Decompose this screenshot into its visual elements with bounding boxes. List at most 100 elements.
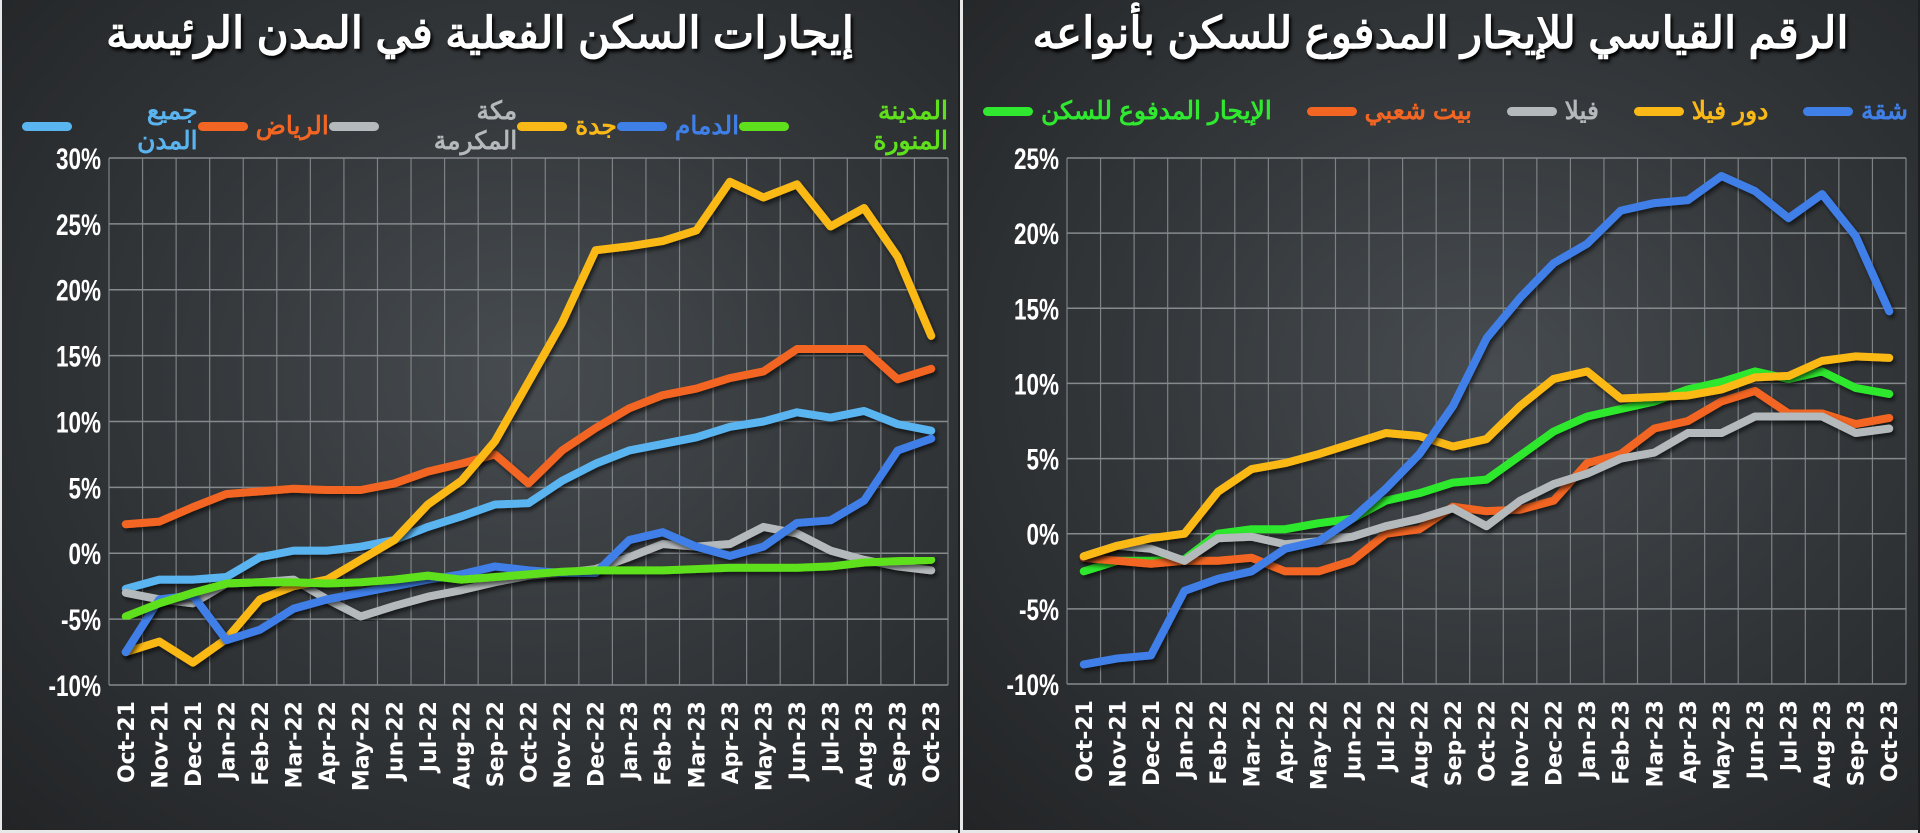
x-tick-label: Feb-22: [1207, 700, 1232, 785]
x-tick-label: Mar-22: [283, 701, 308, 788]
x-tick-label: Apr-22: [1274, 700, 1299, 783]
x-tick-label: Jan-22: [1173, 700, 1198, 780]
x-tick-label: Aug-22: [1408, 700, 1433, 788]
y-tick-label: 20%: [56, 274, 101, 308]
x-tick-label: May-23: [752, 701, 777, 791]
series-line: [121, 555, 936, 621]
x-tick-label: Oct-21: [115, 701, 140, 783]
x-tick-label: Jul-22: [1375, 700, 1400, 773]
x-tick-label: Apr-23: [719, 701, 744, 784]
left-chart-panel: إيجارات السكن الفعلية في المدن الرئيسة ا…: [0, 0, 958, 833]
y-tick-label: 15%: [1014, 292, 1059, 326]
series-line: [121, 177, 936, 667]
x-tick-label: Nov-21: [1106, 700, 1131, 788]
y-tick-label: 25%: [1014, 142, 1059, 176]
legend-swatch: [517, 121, 568, 131]
x-tick-label: Jan-22: [215, 701, 240, 781]
x-tick-label: Jun-23: [786, 701, 811, 782]
y-tick-label: 5%: [1026, 442, 1059, 476]
x-tick-label: Sep-23: [887, 701, 912, 787]
y-tick-label: -10%: [48, 669, 101, 703]
x-tick-label: Dec-21: [182, 701, 207, 787]
x-tick-label: Jun-23: [1744, 700, 1769, 781]
x-tick-label: Jul-23: [1778, 700, 1803, 773]
x-tick-label: May-22: [350, 701, 375, 791]
x-tick-label: Oct-23: [920, 701, 945, 783]
line-chart: 30% 25% 20% 15% 10% 5% 0% -5% -10% Oct-21 Nov-21 De…: [48, 142, 949, 791]
x-tick-label: Nov-22: [551, 701, 576, 789]
legend-label: المدينة المنورة: [873, 97, 948, 155]
x-tick-label: Aug-23: [853, 701, 878, 789]
legend-swatch: [21, 121, 72, 131]
legend-label: جدة: [575, 112, 617, 140]
y-tick-label: 10%: [56, 405, 101, 439]
legend-swatch: [1306, 106, 1357, 116]
x-tick-label: Nov-22: [1509, 700, 1534, 788]
x-tick-label: Mar-22: [1241, 700, 1266, 787]
legend-item: مكة المكرمة: [328, 96, 518, 156]
series-line: [1079, 172, 1894, 669]
y-tick-label: 5%: [68, 471, 101, 505]
y-tick-label: 0%: [1026, 518, 1059, 552]
legend-swatch: [616, 121, 667, 131]
legend-label: جميع المدن: [137, 97, 198, 155]
legend-label: شقة: [1861, 97, 1908, 125]
series-line: [1079, 386, 1894, 576]
legend-label: دور فيلا: [1691, 97, 1769, 125]
legend-item: دور فيلا: [1633, 96, 1769, 126]
legend-swatch: [739, 121, 789, 131]
y-tick-label: 25%: [56, 208, 101, 242]
x-tick-label: Apr-22: [316, 701, 341, 784]
x-tick-label: Jun-22: [1341, 700, 1366, 781]
chart-legend: المدينة المنورة الدمام جدة مكة المكرمة الريا…: [21, 96, 948, 156]
x-tick-label: Mar-23: [1643, 700, 1668, 787]
legend-label: الرياض: [255, 112, 329, 140]
legend-swatch: [1633, 106, 1684, 116]
x-tick-label: May-23: [1710, 700, 1735, 790]
y-tick-label: 20%: [1014, 217, 1059, 251]
x-tick-label: Jan-23: [618, 701, 643, 781]
legend-item: الدمام: [616, 111, 740, 141]
x-tick-label: Sep-23: [1845, 700, 1870, 786]
x-tick-label: Aug-23: [1811, 700, 1836, 788]
x-tick-label: Sep-22: [484, 701, 509, 787]
x-tick-label: Feb-23: [1610, 700, 1635, 785]
x-tick-label: May-22: [1308, 700, 1333, 790]
chart-title: إيجارات السكن الفعلية في المدن الرئيسة: [106, 9, 854, 58]
legend-swatch: [1506, 106, 1557, 116]
legend-swatch: [1803, 106, 1853, 116]
legend-item: بيت شعبي: [1306, 96, 1472, 126]
legend-item: الإيجار المدفوع للسكن: [983, 96, 1272, 126]
x-tick-label: Oct-22: [518, 701, 543, 783]
legend-label: الدمام: [674, 112, 740, 140]
legend-item: الرياض: [197, 111, 329, 141]
x-tick-label: Oct-21: [1073, 700, 1098, 782]
legend-swatch: [197, 121, 248, 131]
legend-swatch: [983, 106, 1034, 116]
x-tick-label: Oct-22: [1476, 700, 1501, 782]
x-tick-label: Jul-23: [820, 701, 845, 774]
series-line: [1079, 367, 1894, 576]
x-tick-label: Sep-22: [1442, 700, 1467, 786]
legend-item: المدينة المنورة: [739, 96, 948, 156]
series-line: [1079, 352, 1894, 561]
chart-title: الرقم القياسي للإيجار المدفوع للسكن بأنو…: [1032, 9, 1849, 58]
legend-label: مكة المكرمة: [433, 97, 518, 155]
series-line: [121, 345, 936, 529]
x-tick-label: Apr-23: [1677, 700, 1702, 783]
series-line: [1079, 412, 1894, 565]
x-tick-label: Nov-21: [148, 701, 173, 789]
x-tick-label: Jul-22: [417, 701, 442, 774]
x-tick-label: Mar-23: [685, 701, 710, 788]
x-tick-label: Feb-23: [652, 701, 677, 786]
x-tick-label: Dec-22: [1543, 700, 1568, 786]
y-tick-label: 0%: [68, 537, 101, 571]
x-tick-label: Jan-23: [1576, 700, 1601, 780]
legend-item: جدة: [517, 111, 617, 141]
x-tick-label: Jun-22: [383, 701, 408, 782]
x-tick-label: Dec-22: [585, 701, 610, 787]
y-tick-label: -5%: [1019, 593, 1059, 627]
legend-label: بيت شعبي: [1364, 97, 1472, 125]
legend-label: الإيجار المدفوع للسكن: [1041, 97, 1272, 125]
chart-legend: شقة دور فيلا فيلا بيت شعبي الإيجار المدفوع ل…: [983, 96, 1908, 126]
